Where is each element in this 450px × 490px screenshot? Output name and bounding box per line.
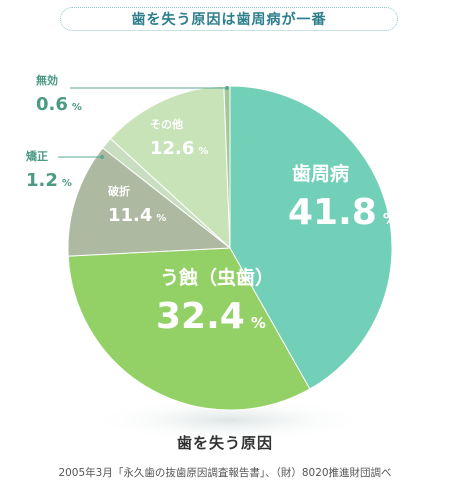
chart-caption: 歯を失う原因 (176, 434, 273, 452)
slice-label-orthodontic-value: 1.2% (26, 170, 72, 191)
chart-source-note: 2005年3月「永久歯の抜歯原因調査報告書」、（財）8020推進財団調べ (58, 467, 392, 479)
chart-header-banner: 歯を失う原因は歯周病が一番 (60, 7, 398, 31)
leader-dot (100, 155, 104, 159)
leader-dot (225, 86, 229, 90)
slice-label-other-value: 12.6% (150, 138, 208, 159)
slice-label-caries-name: う蝕（虫歯） (160, 266, 274, 289)
slice-label-periodontal-value: 41.8% (288, 192, 398, 233)
slice-label-periodontal-name: 歯周病 (292, 162, 349, 185)
pie-slice (67, 247, 311, 411)
slice-label-other-name: その他 (150, 117, 183, 131)
pie-slice (229, 85, 393, 390)
pie-shadow (90, 398, 370, 442)
pie-slice (67, 147, 232, 257)
slice-label-orthodontic-name: 矯正 (26, 149, 48, 163)
slice-label-fracture-value: 11.4% (108, 205, 166, 226)
pie-slice (109, 85, 231, 250)
slice-label-invalid-name: 無効 (36, 73, 58, 87)
chart-header-title: 歯を失う原因は歯周病が一番 (131, 12, 327, 28)
slice-label-fracture-name: 破折 (108, 184, 130, 198)
slice-label-invalid-value: 0.6% (36, 94, 82, 115)
slice-label-caries-value: 32.4% (156, 296, 266, 337)
